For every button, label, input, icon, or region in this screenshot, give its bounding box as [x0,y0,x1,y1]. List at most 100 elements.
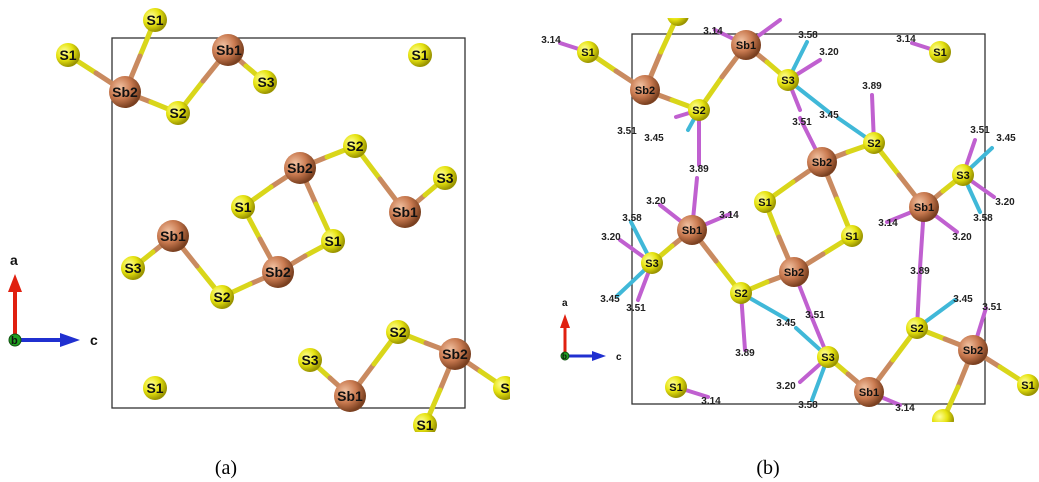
axes-indicator-b: a b c [560,298,622,363]
distance-labels-b: 3.14 3.14 3.58 3.20 3.14 3.89 3.51 3.45 … [541,26,1016,414]
sb2-atom [109,76,141,108]
s3-atom [121,256,145,280]
s2-atom [863,132,885,154]
s1-atom [841,225,863,247]
atom-labels-a: S1 S1 Sb2 Sb1 S3 S2 S1 Sb2 S2 S3 Sb1 S1 … [59,12,509,433]
sb2-atom [262,256,294,288]
atom-label: S2 [169,105,186,121]
atom-label: S1 [758,197,771,209]
atom-label: S1 [324,233,341,249]
distance-label: 3.58 [622,213,642,224]
s2-atom [906,317,928,339]
atom-label: S1 [416,417,433,433]
atom-label: S3 [301,352,318,368]
sb1-atom [157,220,189,252]
distance-label: 3.89 [689,164,709,175]
s-atom [932,409,954,422]
s3-atom [952,164,974,186]
atom-label: S1 [581,47,594,59]
atom-label: S1 [669,382,682,394]
atom-label: S2 [734,288,747,300]
s3-atom [298,348,322,372]
atom-label: Sb2 [635,85,655,97]
distance-label: 3.45 [819,110,839,121]
distance-label: 3.89 [910,266,930,277]
sb1-atom [731,30,761,60]
s3-atom [433,166,457,190]
distance-label: 3.51 [982,302,1002,313]
panel-a: S1 S1 Sb2 Sb1 S3 S2 S1 Sb2 S2 S3 Sb1 S1 … [56,8,510,433]
atom-label: Sb2 [442,346,468,362]
atom-label: S1 [411,47,428,63]
axis-label-b: b [562,352,567,361]
distance-label: 3.58 [798,30,818,41]
sb1-atom [854,377,884,407]
atom-label: Sb1 [160,228,186,244]
s2-atom [166,101,190,125]
sb1-atom [334,380,366,412]
s2-atom [343,134,367,158]
s1-atom [413,413,437,432]
distance-label: 3.45 [644,133,664,144]
s1-atom [1017,374,1039,396]
distance-label: 3.14 [719,210,739,221]
distance-label: 3.14 [878,218,898,229]
sb1-atom [909,192,939,222]
atom-label: S3 [956,170,969,182]
atom-label: S1 [146,380,163,396]
atoms-a [56,8,510,432]
atom-label: Sb2 [265,264,291,280]
distance-label: 3.45 [776,318,796,329]
atom-label: Sb2 [963,345,983,357]
s2-atom [210,285,234,309]
distance-label: 3.45 [996,133,1016,144]
atom-label: S2 [346,138,363,154]
atom-label: S2 [867,138,880,150]
atom-label: Sb1 [736,40,756,52]
sb2-atom [958,335,988,365]
atom-label: Sb2 [784,267,804,279]
atom-label: S2 [692,105,705,117]
atom-label: S [500,380,509,396]
s1-atom [321,229,345,253]
s3-atom [641,252,663,274]
distance-label: 3.14 [895,403,915,414]
atom-label: Sb2 [112,84,138,100]
sb2-atom [630,75,660,105]
atom-label: Sb1 [337,388,363,404]
unit-cell-b [631,33,986,405]
axis-label-b: b [11,335,18,347]
s-atom [667,18,689,26]
atom-label: S1 [933,47,946,59]
s3-atom [253,70,277,94]
distance-label: 3.89 [862,81,882,92]
atom-label: S3 [645,258,658,270]
caption-a: (a) [215,457,237,479]
atom-labels-b: S1 Sb2 Sb1 S2 S3 S1 S2 Sb2 S1 Sb1 S3 Sb1… [581,40,1034,399]
s1-atom [929,41,951,63]
atom-label: S3 [257,74,274,90]
axis-label-a: a [10,252,18,268]
atom-label: Sb1 [216,42,242,58]
distance-label: 3.51 [792,117,812,128]
distance-label: 3.45 [953,294,973,305]
atom-label: Sb2 [812,157,832,169]
s1-atom [231,195,255,219]
distance-label: 3.14 [703,26,723,37]
panel-b: S1 Sb2 Sb1 S2 S3 S1 S2 Sb2 S1 Sb1 S3 Sb1… [541,18,1039,422]
axis-label-c: c [616,352,622,363]
atom-label: S3 [781,75,794,87]
atom-label: Sb1 [859,387,879,399]
atom-label: Sb1 [392,204,418,220]
atom-label: S1 [146,12,163,28]
s2-atom [730,282,752,304]
atom-label: Sb1 [682,225,702,237]
atom-label: Sb1 [914,202,934,214]
sb2-atom [807,147,837,177]
distance-label: 3.14 [896,34,916,45]
sb2-atom [439,338,471,370]
sb1-atom [389,196,421,228]
sb2-atom [284,152,316,184]
sb2-atom [779,257,809,287]
